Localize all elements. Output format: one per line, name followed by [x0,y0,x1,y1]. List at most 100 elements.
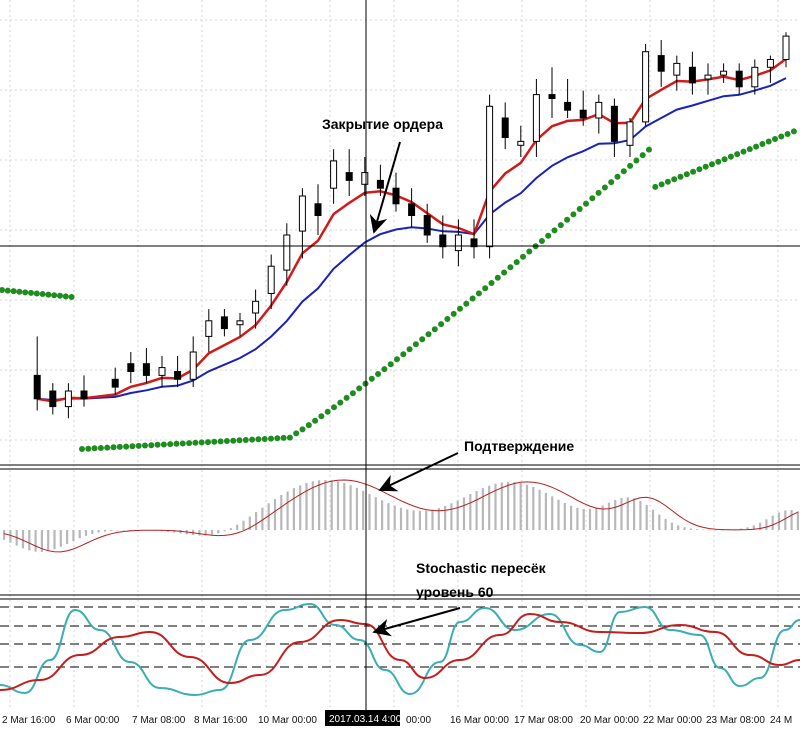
sar-dot [734,151,741,158]
macd-bar [588,508,592,530]
sar-dot [683,171,690,178]
macd-bar [450,503,453,530]
sar-dot [97,445,104,451]
macd-bar [437,507,440,530]
macd-bar [570,505,573,530]
sar-dot [51,292,58,299]
macd-panel [3,479,799,553]
sar-dot [192,439,199,446]
candle-bull [704,74,712,80]
macd-bar [324,479,327,530]
sar-dot [482,285,489,292]
candle-bull [361,172,369,185]
macd-bar [91,530,94,535]
sar-dot [249,436,256,443]
macd-bar [532,486,535,530]
x-tick-label: 23 Mar 08:00 [706,715,765,726]
candle-bear [174,371,182,380]
macd-bar [683,527,686,530]
stochastic-signal-line [0,612,800,691]
sar-dot [286,434,293,441]
macd-bar [330,480,333,530]
sar-dot [230,437,237,444]
candle-bull [720,70,728,76]
macd-bar [21,530,25,549]
macd-bar [469,494,472,530]
macd-bar [229,528,232,530]
annotation-close-order: Закрытие ордера [322,116,443,132]
macd-bar [582,508,585,530]
macd-bar [292,488,295,530]
sar-dot [463,300,470,307]
sar-dot [501,269,508,276]
candle-bull [642,51,650,123]
candle-bear [579,109,587,119]
candle-bear [688,66,696,84]
macd-bar [639,500,642,530]
macd-bar [173,530,176,533]
macd-bar [595,507,598,530]
candle-bear [423,215,431,236]
sar-dot [10,288,17,295]
sar-dot [576,206,583,212]
candle-bull [486,105,494,248]
candle-bear [735,70,743,88]
macd-bar [399,507,403,530]
macd-bar [84,530,88,536]
sar-dot [614,173,621,180]
macd-bar [551,496,554,530]
sar-dot [349,390,356,397]
macd-bar [576,507,579,530]
macd-bar [456,500,459,530]
sar-dot [475,290,482,297]
sar-dot [255,436,262,443]
sar-dot [589,195,596,202]
macd-bar [368,493,371,530]
sar-dot [305,422,312,429]
sar-dot [400,351,407,358]
x-tick-label: 10 Mar 00:00 [258,715,317,726]
sar-dot [765,138,772,145]
candle-bull [532,94,540,142]
sar-dot [375,371,382,377]
annotation-stochastic-line2: уровень 60 [416,584,494,600]
sar-dot [104,444,111,451]
macd-bar [544,492,547,530]
macd-bar [507,481,510,530]
sar-dot [784,131,791,137]
macd-bar [746,527,749,530]
sar-dot [236,437,243,444]
macd-bar [72,530,75,542]
macd-bar [677,525,680,530]
ema-slow-line [37,77,787,402]
macd-bar [78,530,81,539]
sar-dot [513,259,520,266]
macd-bar [318,480,321,530]
macd-bar [651,509,655,530]
macd-bar [261,507,264,530]
macd-bar [393,505,396,530]
macd-bar [223,530,226,532]
macd-bar [255,512,258,530]
candle-bull [454,234,462,252]
candle-bull [751,66,759,88]
candle-bull [283,234,291,271]
macd-bar [53,530,56,550]
candlestick-series [33,32,790,419]
macd-bar [708,529,711,531]
macd-bar [355,487,358,530]
macd-bar [248,516,251,530]
macd-bar [381,500,384,530]
sar-dot [702,163,709,170]
sar-dot [658,181,665,188]
parabolic-sar-series [0,128,797,452]
sar-dot [91,445,98,452]
macd-bar [343,482,346,530]
sar-dot [438,321,445,328]
sar-dot [627,162,634,169]
sar-dot [16,288,23,295]
candle-bull [64,390,72,408]
x-tick-label: 8 Mar 16:00 [194,715,248,726]
macd-bar [236,524,239,530]
